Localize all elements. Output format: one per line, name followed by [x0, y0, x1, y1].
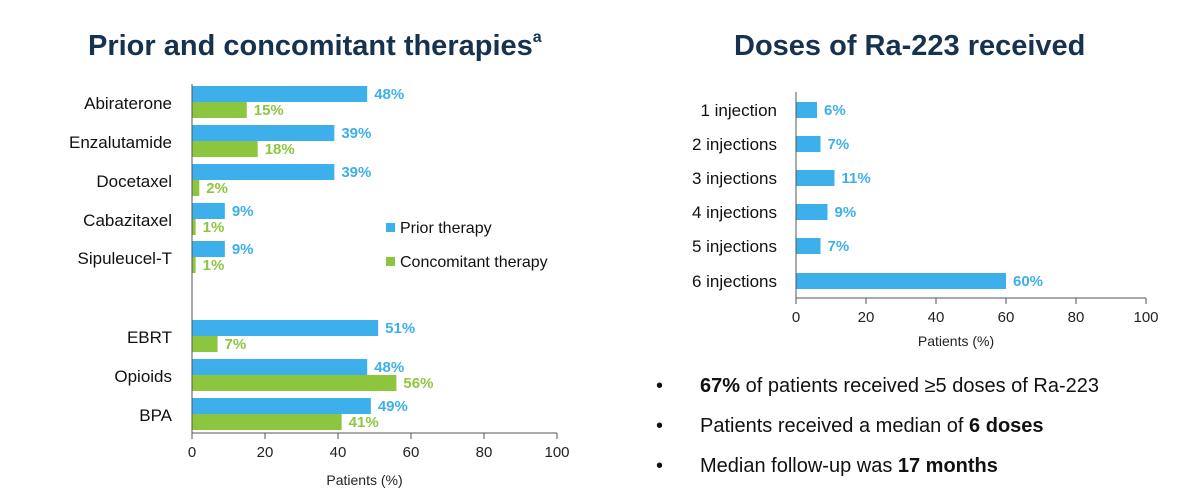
finding-text-bold: 17 months [897, 455, 998, 477]
concomitant-therapy-bar [192, 102, 247, 118]
legend-swatch-prior [386, 223, 395, 232]
x-tick-label: 20 [257, 444, 274, 461]
prior-therapy-bar [192, 86, 368, 102]
x-tick-label: 20 [858, 309, 875, 326]
left-chart-title: Prior and concomitant therapiesa [88, 29, 542, 63]
category-label: Cabazitaxel [83, 211, 172, 230]
category-label: EBRT [127, 328, 172, 347]
category-label: 1 injection [700, 101, 777, 120]
x-tick-label: 80 [1068, 309, 1085, 326]
finding-text-post: of patients received ≥5 doses of Ra-223 [740, 375, 1099, 397]
bullet-marker: • [656, 375, 664, 397]
bar-value-label: 48% [374, 86, 404, 103]
legend-label: Prior therapy [400, 220, 492, 237]
finding-item-1: • 67% of patients received ≥5 doses of Ra… [656, 372, 1099, 412]
bar-value-label: 41% [349, 414, 379, 431]
category-label: 6 injections [692, 272, 777, 291]
category-label: Abiraterone [84, 94, 172, 113]
prior-therapy-bar [192, 241, 225, 257]
left-chart-title-text: Prior and concomitant therapies [88, 30, 533, 62]
right-chart-title: Doses of Ra-223 received [734, 30, 1086, 62]
bar-value-label: 1% [203, 219, 225, 236]
dose-bar [796, 204, 828, 220]
category-label: Sipuleucel-T [78, 249, 173, 268]
legend-label: Concomitant therapy [400, 254, 548, 271]
x-tick-label: 0 [188, 444, 196, 461]
bar-value-label: 7% [828, 136, 850, 153]
prior-therapy-bar [192, 359, 368, 375]
dose-bar [796, 273, 1006, 289]
bullet-marker: • [656, 415, 664, 437]
bar-value-label: 9% [232, 241, 254, 258]
concomitant-therapy-bar [192, 141, 258, 157]
category-label: Enzalutamide [69, 133, 172, 152]
x-tick-label: 60 [998, 309, 1015, 326]
concomitant-therapy-bar [192, 414, 342, 430]
category-label: 5 injections [692, 237, 777, 256]
concomitant-therapy-bar [192, 375, 397, 391]
bar-value-label: 49% [378, 398, 408, 415]
finding-text-pre: Median follow-up was [700, 455, 898, 477]
category-label: 3 injections [692, 169, 777, 188]
bar-value-label: 11% [842, 170, 871, 187]
bar-value-label: 7% [828, 238, 850, 255]
bar-value-label: 7% [225, 336, 247, 353]
bar-value-label: 9% [232, 203, 254, 220]
x-tick-label: 80 [476, 444, 493, 461]
category-label: BPA [139, 406, 172, 425]
category-label: Docetaxel [96, 172, 172, 191]
x-tick-label: 60 [403, 444, 420, 461]
concomitant-therapy-bar [192, 336, 218, 352]
x-tick-label: 100 [1133, 309, 1158, 326]
category-label: 2 injections [692, 135, 777, 154]
finding-item-3: • Median follow-up was 17 months [656, 452, 1099, 492]
bar-value-label: 51% [385, 320, 415, 337]
bar-value-label: 39% [341, 164, 371, 181]
x-axis-label: Patients (%) [918, 333, 994, 349]
bullet-marker: • [656, 455, 664, 477]
bar-value-label: 15% [254, 102, 284, 119]
dose-bar [796, 136, 821, 152]
bar-value-label: 60% [1013, 273, 1043, 290]
title-footnote-marker: a [532, 29, 542, 47]
key-findings-list: • 67% of patients received ≥5 doses of Ra… [656, 372, 1099, 492]
finding-text-bold: 67% [700, 375, 741, 397]
x-tick-label: 40 [330, 444, 347, 461]
prior-therapy-bar [192, 164, 335, 180]
concomitant-therapy-bar [192, 219, 196, 235]
finding-item-2: • Patients received a median of 6 doses [656, 412, 1099, 452]
category-label: 4 injections [692, 203, 777, 222]
bar-value-label: 1% [203, 257, 225, 274]
dose-bar [796, 102, 817, 118]
finding-text-bold: 6 doses [969, 415, 1044, 437]
bar-value-label: 6% [824, 102, 846, 119]
bar-value-label: 48% [374, 359, 404, 376]
concomitant-therapy-bar [192, 180, 200, 196]
x-tick-label: 0 [792, 309, 800, 326]
bar-value-label: 39% [341, 125, 371, 142]
dose-bar [796, 238, 821, 254]
prior-therapy-bar [192, 398, 371, 414]
bar-value-label: 18% [265, 141, 295, 158]
legend-swatch-concomitant [386, 257, 395, 266]
bar-value-label: 2% [206, 180, 228, 197]
x-axis-label: Patients (%) [326, 472, 402, 488]
prior-therapy-bar [192, 125, 335, 141]
finding-text-pre: Patients received a median of [700, 415, 970, 437]
concomitant-therapy-bar [192, 257, 196, 273]
bar-value-label: 56% [403, 375, 433, 392]
prior-therapy-bar [192, 320, 379, 336]
bar-value-label: 9% [835, 204, 857, 221]
category-label: Opioids [114, 367, 172, 386]
x-tick-label: 40 [928, 309, 945, 326]
x-tick-label: 100 [544, 444, 569, 461]
prior-therapy-bar [192, 203, 225, 219]
dose-bar [796, 170, 835, 186]
